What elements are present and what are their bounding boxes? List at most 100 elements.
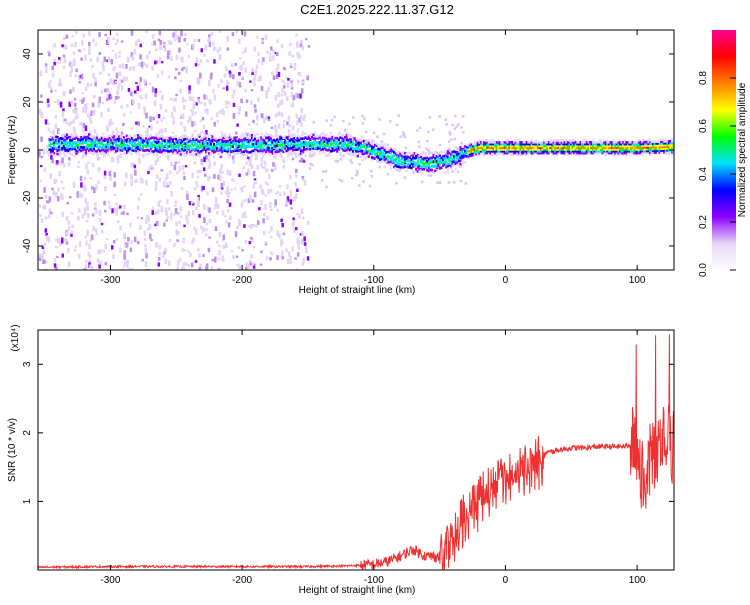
ridge-cell (279, 139, 282, 143)
ridge-cell (231, 149, 234, 153)
noise-cell (102, 65, 105, 72)
ridge-cell (339, 146, 342, 150)
ridge-cell (603, 142, 606, 146)
noise-cell (260, 199, 263, 205)
ridge-cell (555, 141, 558, 144)
noise-cell (85, 259, 88, 263)
ridge-cell (400, 151, 404, 155)
ridge-cell (219, 145, 222, 148)
noise-cell (184, 33, 187, 37)
noise-cell (54, 123, 58, 129)
noise-cell (131, 268, 134, 270)
noise-cell (126, 261, 129, 268)
ridge-cell (339, 136, 342, 139)
noise-cell (107, 36, 110, 40)
noise-cell (217, 257, 221, 261)
noise-cell (85, 219, 89, 223)
ridge-cell (568, 146, 571, 149)
ridge-cell (100, 142, 103, 145)
noise-cell (191, 44, 194, 50)
ridge-cell (235, 142, 238, 145)
ridge-cell (383, 158, 386, 162)
noise-cell (144, 81, 147, 86)
ridge-cell (505, 139, 508, 142)
ridge-cell (503, 150, 506, 153)
ridge-cell (393, 158, 396, 162)
noise-cell (84, 86, 88, 92)
noise-cell (122, 211, 125, 215)
noise-cell (340, 179, 344, 183)
ridge-cell (615, 151, 618, 155)
ridge-cell (122, 140, 125, 144)
noise-cell (113, 66, 117, 70)
noise-cell (175, 229, 178, 236)
noise-cell (279, 151, 282, 157)
ridge-cell (364, 147, 367, 151)
noise-cell (142, 125, 145, 128)
noise-cell (201, 117, 205, 121)
ridge-cell (655, 142, 658, 145)
noise-cell (133, 90, 137, 94)
ridge-cell (111, 143, 114, 147)
noise-cell (151, 206, 155, 211)
ridge-cell (612, 141, 615, 144)
ridge-cell (530, 148, 533, 151)
ridge-cell (671, 138, 674, 141)
ridge-cell (61, 133, 64, 137)
ridge-cell (505, 146, 508, 149)
ridge-cell (415, 167, 418, 171)
ridge-cell (600, 148, 603, 151)
noise-cell (265, 94, 268, 99)
ridge-cell (596, 142, 599, 146)
noise-cell (289, 42, 292, 47)
noise-cell (229, 71, 232, 78)
ridge-cell (557, 144, 560, 148)
ridge-cell (91, 152, 94, 155)
noise-cell (106, 82, 110, 85)
ridge-cell (75, 141, 78, 144)
ridge-cell (110, 141, 113, 145)
noise-cell (281, 223, 284, 228)
ridge-cell (252, 138, 255, 142)
ridge-cell (257, 141, 260, 145)
ridge-cell (607, 151, 611, 155)
ridge-cell (552, 144, 555, 148)
ridge-cell (491, 150, 494, 153)
ridge-cell (479, 146, 483, 149)
ridge-cell (356, 142, 359, 145)
noise-cell (303, 114, 306, 117)
ridge-cell (511, 150, 514, 153)
ridge-cell (337, 146, 340, 149)
ridge-cell (277, 136, 280, 139)
ridge-cell (397, 154, 400, 158)
ridge-cell (563, 153, 566, 157)
ridge-cell (102, 146, 105, 149)
ridge-cell (167, 149, 170, 153)
ridge-cell (318, 136, 321, 139)
ridge-cell (579, 151, 582, 155)
ridge-cell (72, 137, 75, 141)
x-tick-label: -100 (364, 275, 384, 286)
ridge-cell (252, 144, 255, 147)
noise-cell (107, 108, 110, 112)
noise-cell (146, 54, 149, 59)
ridge-cell (249, 139, 252, 142)
ridge-cell (645, 151, 648, 155)
ridge-cell (538, 141, 541, 144)
ridge-cell (344, 149, 347, 152)
noise-cell (39, 214, 42, 217)
ridge-cell (198, 146, 201, 149)
ridge-cell (489, 146, 492, 149)
noise-cell (168, 170, 172, 175)
ridge-cell (361, 159, 364, 162)
ridge-cell (353, 148, 356, 151)
ridge-cell (434, 164, 437, 168)
ridge-cell (372, 140, 375, 143)
noise-cell (69, 71, 72, 77)
noise-cell (57, 239, 61, 244)
ridge-cell (508, 142, 511, 146)
ridge-cell (132, 135, 135, 139)
ridge-cell (563, 142, 566, 146)
noise-cell (262, 231, 266, 236)
noise-cell (99, 260, 102, 265)
